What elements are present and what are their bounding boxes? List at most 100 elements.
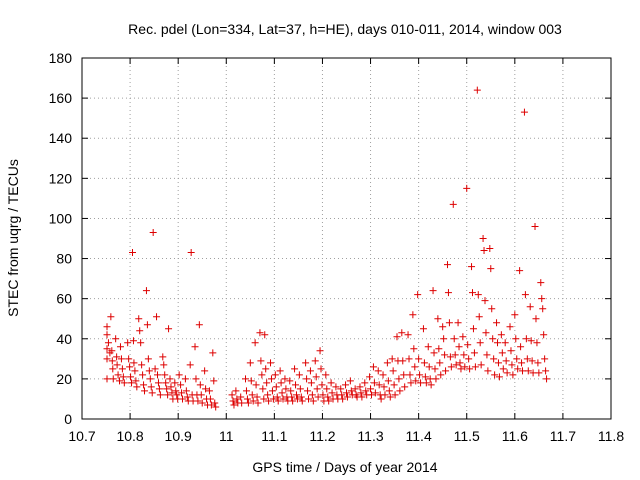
data-point: [380, 383, 388, 391]
data-point: [311, 357, 319, 365]
data-point: [405, 355, 413, 363]
data-point: [109, 375, 117, 383]
data-point: [113, 361, 121, 369]
data-point: [160, 361, 168, 369]
data-point: [473, 86, 481, 94]
data-point: [455, 343, 463, 351]
data-point: [400, 371, 408, 379]
data-point: [495, 373, 503, 381]
data-point: [277, 379, 285, 387]
data-point: [406, 371, 414, 379]
data-point: [356, 383, 364, 391]
data-point: [347, 387, 355, 395]
data-point: [179, 395, 187, 403]
data-point: [440, 335, 448, 343]
data-point: [230, 401, 238, 409]
data-point: [116, 343, 124, 351]
data-point: [498, 349, 506, 357]
data-point: [136, 327, 144, 335]
data-point: [209, 349, 217, 357]
data-point: [194, 397, 202, 405]
data-point: [461, 363, 469, 371]
y-tick-label: 140: [49, 130, 73, 146]
data-point: [278, 389, 286, 397]
data-point: [116, 377, 124, 385]
data-point: [267, 375, 275, 383]
data-point: [343, 389, 350, 397]
data-point: [484, 367, 492, 375]
data-point: [211, 399, 219, 407]
data-point: [494, 359, 502, 367]
data-point: [514, 365, 522, 373]
x-tick-label: 11.2: [309, 428, 335, 444]
data-point: [520, 108, 528, 116]
data-point: [328, 389, 336, 397]
data-point: [369, 363, 377, 371]
y-tick-label: 0: [64, 411, 72, 427]
data-point: [206, 395, 214, 403]
data-point: [103, 355, 111, 363]
data-point: [368, 391, 376, 399]
data-point: [183, 393, 191, 401]
data-point: [384, 377, 392, 385]
x-tick-label: 11.3: [357, 428, 383, 444]
data-point: [322, 371, 330, 379]
x-tick-label: 11.1: [261, 428, 287, 444]
y-tick-label: 60: [56, 291, 72, 307]
data-point: [419, 325, 427, 333]
data-point: [307, 379, 315, 387]
data-point: [253, 393, 261, 401]
data-point: [379, 371, 387, 379]
data-point: [324, 393, 332, 401]
data-point: [480, 247, 488, 255]
x-tick-label: 10.7: [68, 428, 95, 444]
data-point: [273, 393, 281, 401]
data-point: [146, 375, 154, 383]
data-point: [395, 375, 403, 383]
data-point: [509, 371, 517, 379]
data-point: [281, 375, 289, 383]
data-point: [254, 399, 262, 407]
data-point: [483, 351, 491, 359]
data-point: [282, 385, 290, 393]
data-point: [434, 315, 442, 323]
data-point: [141, 387, 149, 395]
data-point: [503, 369, 511, 377]
data-point: [449, 200, 457, 208]
data-point: [261, 331, 269, 339]
data-point: [370, 379, 378, 387]
data-point: [181, 375, 189, 383]
data-point: [145, 367, 153, 375]
data-point: [486, 245, 494, 253]
data-point: [436, 359, 444, 367]
data-point: [195, 321, 203, 329]
data-point: [112, 335, 120, 343]
data-point: [151, 365, 159, 373]
data-point: [437, 371, 445, 379]
data-point: [117, 355, 125, 363]
data-point: [474, 291, 482, 299]
data-point: [156, 391, 164, 399]
data-point: [154, 379, 162, 387]
data-point: [540, 331, 548, 339]
data-point: [198, 399, 206, 407]
data-point: [362, 387, 370, 395]
data-point: [463, 184, 471, 192]
data-point: [308, 391, 316, 399]
data-point: [388, 355, 396, 363]
data-point: [441, 351, 449, 359]
data-point: [291, 365, 299, 373]
data-point: [391, 391, 399, 399]
data-point: [103, 375, 111, 383]
data-point: [318, 381, 326, 389]
x-tick-label: 11.4: [406, 428, 432, 444]
data-point: [366, 373, 374, 381]
data-point: [524, 367, 532, 375]
data-point: [543, 375, 551, 383]
data-point: [439, 323, 447, 331]
data-point: [479, 235, 487, 242]
data-point: [325, 397, 333, 405]
plot-frame: [81, 57, 612, 420]
data-point: [292, 381, 300, 389]
data-point: [482, 329, 490, 337]
